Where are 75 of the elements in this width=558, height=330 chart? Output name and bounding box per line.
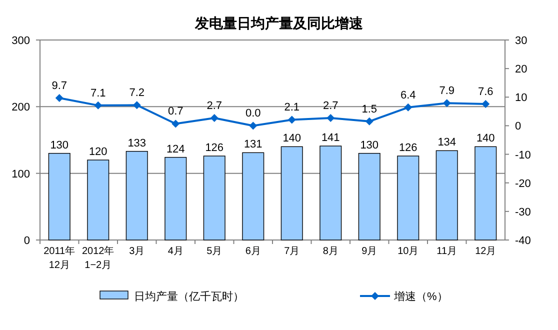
data-label: 7.1 xyxy=(90,87,106,100)
data-label: 6.4 xyxy=(400,89,416,102)
x-tick-label: 2011年 12月 xyxy=(44,245,76,271)
data-label: 9.7 xyxy=(52,80,68,92)
point xyxy=(404,103,412,112)
data-label: 7.6 xyxy=(478,86,494,98)
data-label: 130 xyxy=(360,139,379,152)
y-tick-label: 100 xyxy=(12,168,30,180)
point xyxy=(210,114,218,122)
data-label: 0.7 xyxy=(168,106,184,118)
data-label: 7.2 xyxy=(129,87,145,100)
y2-tick-label: 0 xyxy=(515,120,522,133)
x-tick-label: 6月 xyxy=(245,246,261,257)
data-label: 126 xyxy=(205,142,224,154)
y-tick-label: 300 xyxy=(12,35,30,47)
bar xyxy=(358,152,380,240)
x-tick-label: 3月 xyxy=(129,246,145,257)
point xyxy=(442,99,451,108)
data-label: 131 xyxy=(244,138,262,151)
point xyxy=(249,122,258,130)
data-label: 2.7 xyxy=(322,100,338,112)
y-tick-label: 0 xyxy=(24,235,30,247)
x-tick-label: 4月 xyxy=(168,246,184,257)
point xyxy=(288,116,296,124)
y2-tick-label: -40 xyxy=(515,235,531,247)
bar xyxy=(48,152,70,240)
x-tick-label: 7月 xyxy=(284,246,300,257)
y-tick-label: 200 xyxy=(12,102,30,114)
x-tick-label: 12月 xyxy=(475,246,496,257)
bar xyxy=(126,150,148,240)
data-label: 133 xyxy=(128,137,146,150)
bar xyxy=(397,156,420,240)
bar xyxy=(320,146,342,240)
data-label: 141 xyxy=(321,132,340,144)
bar xyxy=(203,156,226,240)
y2-tick-label: -30 xyxy=(515,206,531,218)
bar xyxy=(474,146,497,240)
data-label: 1.5 xyxy=(362,103,378,116)
legend-label: 增速（%） xyxy=(393,290,448,303)
data-label: 2.1 xyxy=(284,102,300,114)
x-tick-label: 5月 xyxy=(206,246,222,257)
data-label: 134 xyxy=(438,136,456,149)
data-label: 7.9 xyxy=(439,85,455,98)
x-tick-label: 9月 xyxy=(362,246,378,257)
y2-tick-label: -10 xyxy=(515,149,531,162)
y2-tick-label: 10 xyxy=(515,92,528,104)
bar xyxy=(436,150,458,240)
point xyxy=(365,117,374,126)
y2-tick-label: 20 xyxy=(515,64,528,76)
data-label: 120 xyxy=(88,146,108,158)
bar xyxy=(87,160,110,240)
x-tick-label: 11月 xyxy=(436,246,458,257)
y2-tick-label: -20 xyxy=(515,178,531,190)
data-label: 140 xyxy=(476,132,495,145)
y2-tick-label: 30 xyxy=(515,35,528,47)
data-label: 124 xyxy=(166,143,185,156)
data-label: 140 xyxy=(282,132,302,145)
point xyxy=(482,100,490,108)
legend-label: 日均产量（亿千瓦时） xyxy=(134,290,244,303)
x-tick-label: 8月 xyxy=(322,246,338,257)
data-label: 130 xyxy=(50,139,69,152)
bar xyxy=(280,146,303,240)
x-tick-label: 10月 xyxy=(398,246,419,257)
data-label: 0.0 xyxy=(245,108,261,120)
point xyxy=(172,120,180,128)
bar xyxy=(164,156,187,240)
point xyxy=(94,101,102,110)
bar xyxy=(242,152,264,240)
data-label: 126 xyxy=(398,142,418,154)
data-label: 2.7 xyxy=(206,100,222,112)
point xyxy=(326,114,335,122)
point xyxy=(55,94,64,102)
chart-title: 发电量日均产量及同比增速 xyxy=(194,15,364,31)
point xyxy=(132,101,141,110)
x-tick-label: 2012年 1−2月 xyxy=(82,245,114,271)
